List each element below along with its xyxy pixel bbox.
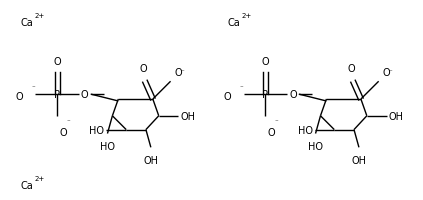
Text: ⁻: ⁻ [181,69,184,75]
Text: OH: OH [181,111,195,121]
Text: ⁻: ⁻ [239,85,243,91]
Text: O: O [175,68,182,78]
Text: O: O [15,92,23,102]
Text: OH: OH [143,155,158,165]
Text: Ca: Ca [21,180,33,190]
Text: 2+: 2+ [242,13,252,19]
Text: O: O [347,64,355,74]
Text: O: O [267,127,275,137]
Text: HO: HO [308,142,323,152]
Text: O: O [261,57,269,67]
Text: OH: OH [352,155,366,165]
Text: Ca: Ca [228,18,241,28]
Text: ⁻: ⁻ [274,119,278,125]
Text: Ca: Ca [21,18,33,28]
Text: O: O [382,68,390,78]
Text: 2+: 2+ [35,175,45,181]
Text: HO: HO [100,142,115,152]
Text: ⁻: ⁻ [388,69,392,75]
Text: HO: HO [90,125,104,135]
Text: ⁻: ⁻ [32,85,35,91]
Text: O: O [53,57,61,67]
Text: P: P [54,90,60,100]
Text: ⁻: ⁻ [66,119,70,125]
Text: O: O [139,64,147,74]
Text: O: O [81,90,88,100]
Text: P: P [262,90,268,100]
Text: 2+: 2+ [35,13,45,19]
Text: O: O [59,127,67,137]
Text: O: O [289,90,297,100]
Text: O: O [223,92,231,102]
Text: HO: HO [298,125,313,135]
Text: OH: OH [388,111,404,121]
